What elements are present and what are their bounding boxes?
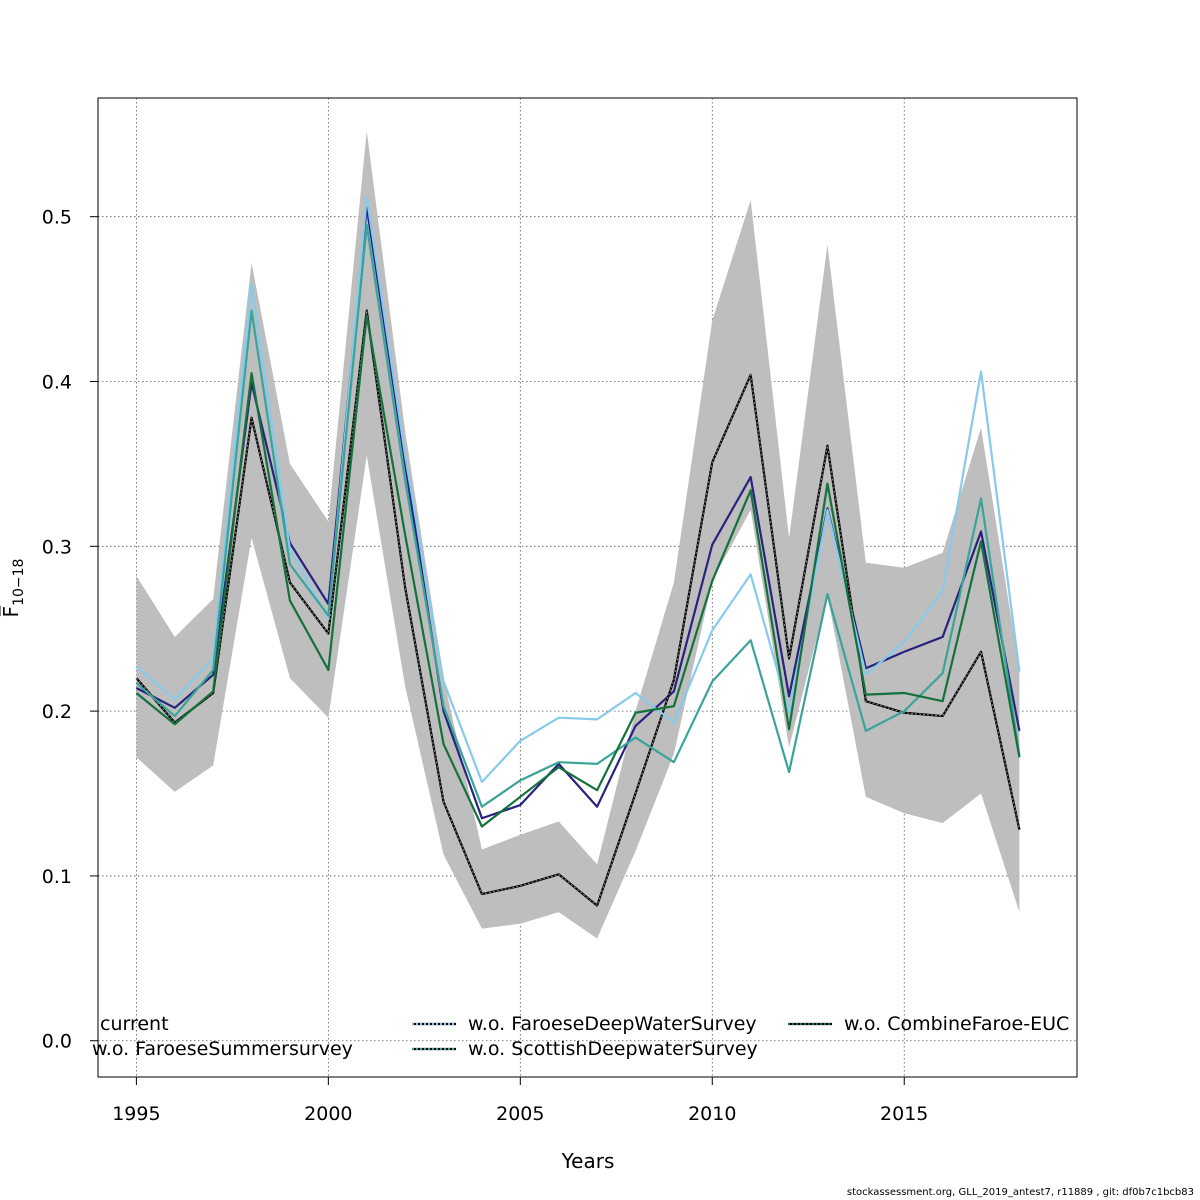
- y-axis-title-main: F̅: [0, 605, 23, 618]
- y-axis-title-sub: 10−18: [11, 559, 27, 606]
- footer-credit: stockassessment.org, GLL_2019_antest7, r…: [846, 1187, 1194, 1198]
- confidence-band-area: [136, 130, 1020, 939]
- x-axis-title: Years: [561, 1149, 615, 1173]
- confidence-band: [136, 130, 1020, 939]
- x-tick-label: 2015: [880, 1103, 928, 1125]
- series-line-2: [135, 195, 1021, 784]
- legend: current w.o. FaroeseSummersurvey w.o. Faro…: [92, 1013, 1069, 1060]
- x-tick-label: 2010: [688, 1103, 736, 1125]
- legend-label: w.o. FaroeseSummersurvey: [92, 1038, 353, 1060]
- y-axis: 0.0 0.1 0.2 0.3 0.4 0.5: [42, 207, 99, 1053]
- y-tick-label: 0.1: [42, 866, 72, 888]
- series-line-1-dots: [136, 310, 1020, 907]
- y-tick-label: 0.4: [42, 371, 72, 393]
- legend-label: current: [100, 1013, 169, 1035]
- series-line-3: [135, 223, 1021, 808]
- x-tick-label: 2005: [496, 1103, 544, 1125]
- series-line-4: [135, 314, 1021, 828]
- y-axis-title: F̅10−18: [0, 559, 27, 618]
- legend-label: w.o. ScottishDeepwaterSurvey: [468, 1038, 758, 1060]
- svg-text:F̅10−18: F̅10−18: [0, 559, 27, 618]
- x-axis: 1995 2000 2005 2010 2015: [112, 1076, 928, 1125]
- x-tick-label: 2000: [304, 1103, 352, 1125]
- y-tick-label: 0.3: [42, 536, 72, 558]
- legend-label: w.o. FaroeseDeepWaterSurvey: [468, 1013, 757, 1035]
- y-tick-label: 0.0: [42, 1031, 72, 1053]
- x-tick-label: 1995: [112, 1103, 160, 1125]
- y-tick-label: 0.5: [42, 207, 72, 229]
- legend-label: w.o. CombineFaroe-EUC: [844, 1013, 1069, 1035]
- y-tick-label: 0.2: [42, 701, 72, 723]
- series-lines: [135, 195, 1021, 907]
